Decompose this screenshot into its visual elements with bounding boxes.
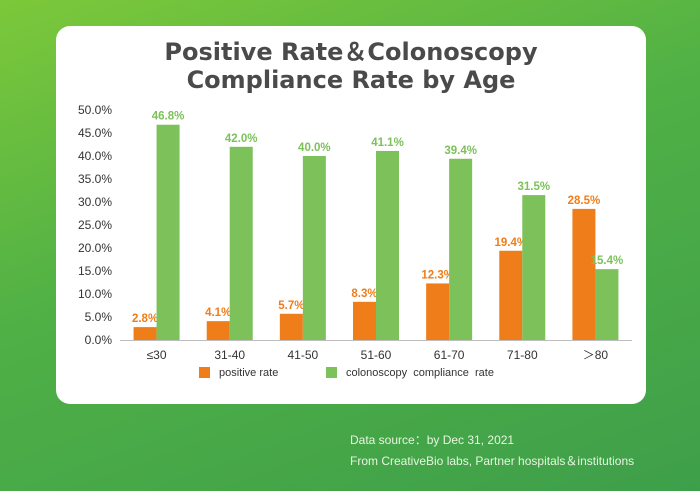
compliance-rate-value-label: 39.4% xyxy=(444,145,477,157)
positive-rate-bar xyxy=(499,250,523,340)
compliance-rate-bar xyxy=(229,146,253,340)
x-tick-label: 51-60 xyxy=(361,348,392,362)
legend-label-compliance-rate: colonoscopy compliance rate xyxy=(346,367,494,379)
chart-card: Positive Rate＆Colonoscopy Compliance Rat… xyxy=(56,26,646,404)
positive-rate-value-label: 8.3% xyxy=(351,288,377,300)
legend-swatch-compliance-rate xyxy=(326,367,337,378)
x-tick-label: ＞80 xyxy=(583,348,609,362)
compliance-rate-bar xyxy=(522,195,546,340)
compliance-rate-bar xyxy=(302,156,326,340)
x-tick-label: 31-40 xyxy=(214,348,245,362)
positive-rate-bar xyxy=(279,313,303,340)
positive-rate-value-label: 4.1% xyxy=(205,307,231,319)
positive-rate-bar xyxy=(133,327,157,340)
positive-rate-value-label: 19.4% xyxy=(494,237,527,249)
compliance-rate-bar xyxy=(156,124,180,340)
positive-rate-bar xyxy=(206,321,230,340)
positive-rate-bar xyxy=(426,283,450,340)
positive-rate-value-label: 28.5% xyxy=(568,195,601,207)
y-tick-label: 40.0% xyxy=(78,149,112,163)
y-tick-label: 30.0% xyxy=(78,195,112,209)
positive-rate-value-label: 5.7% xyxy=(278,300,304,312)
compliance-rate-bar xyxy=(449,158,473,340)
chart-title-line-2: Compliance Rate by Age xyxy=(186,66,516,94)
x-tick-label: 71-80 xyxy=(507,348,538,362)
y-tick-label: 25.0% xyxy=(78,218,112,232)
y-tick-label: 20.0% xyxy=(78,241,112,255)
positive-rate-value-label: 12.3% xyxy=(421,269,454,281)
positive-rate-bar xyxy=(353,301,376,340)
compliance-rate-value-label: 15.4% xyxy=(591,255,624,267)
y-tick-label: 0.0% xyxy=(85,333,113,347)
chart-title-line-1: Positive Rate＆Colonoscopy xyxy=(164,38,538,66)
y-tick-label: 50.0% xyxy=(78,103,112,117)
chart-title: Positive Rate＆Colonoscopy Compliance Rat… xyxy=(56,38,646,94)
compliance-rate-value-label: 40.0% xyxy=(298,142,331,154)
compliance-rate-bar xyxy=(376,150,399,340)
positive-rate-value-label: 2.8% xyxy=(132,313,158,325)
positive-rate-bar xyxy=(572,208,596,340)
y-tick-label: 15.0% xyxy=(78,264,112,278)
x-tick-label: ≤30 xyxy=(147,348,167,362)
y-tick-label: 5.0% xyxy=(85,310,113,324)
data-source-note: Data source：by Dec 31, 2021 xyxy=(350,433,515,447)
compliance-rate-value-label: 46.8% xyxy=(152,111,185,123)
x-tick-label: 41-50 xyxy=(288,348,319,362)
compliance-rate-bar xyxy=(595,269,619,340)
legend-label-positive-rate: positive rate xyxy=(219,367,278,379)
data-origin-note: From CreativeBio labs, Partner hospitals… xyxy=(350,454,635,468)
y-tick-label: 45.0% xyxy=(78,126,112,140)
compliance-rate-value-label: 31.5% xyxy=(517,181,550,193)
compliance-rate-value-label: 41.1% xyxy=(371,137,404,149)
bar-chart: 0.0% 5.0% 10.0% 15.0% 20.0% 25.0% 30.0% 35.0% 40… xyxy=(78,103,632,379)
y-tick-label: 10.0% xyxy=(78,287,112,301)
y-tick-label: 35.0% xyxy=(78,172,112,186)
compliance-rate-value-label: 42.0% xyxy=(225,133,258,145)
legend-swatch-positive-rate xyxy=(199,367,210,378)
x-tick-label: 61-70 xyxy=(434,348,465,362)
